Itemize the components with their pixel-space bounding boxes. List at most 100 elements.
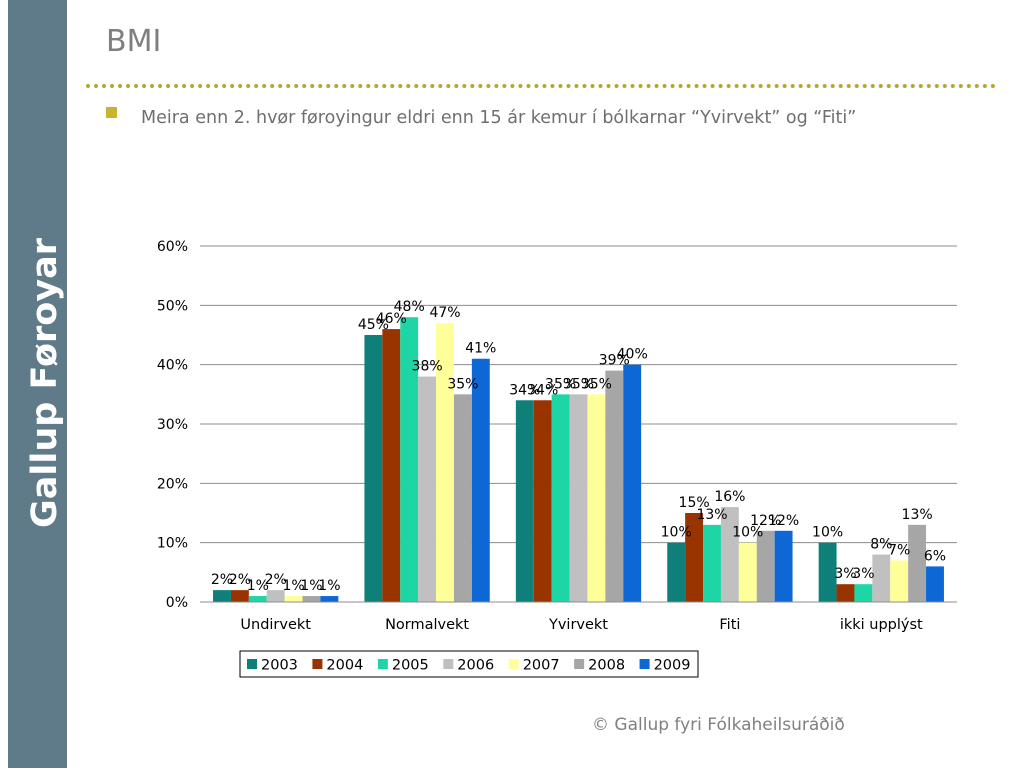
y-tick-label: 50% bbox=[157, 298, 188, 314]
data-label: 35% bbox=[545, 376, 576, 392]
data-label: 35% bbox=[563, 376, 594, 392]
data-label: 13% bbox=[696, 507, 727, 523]
bar-chart: 0%10%20%30%40%50%60%2%2%1%2%1%1%1%45%46%… bbox=[157, 239, 957, 678]
bar bbox=[569, 394, 588, 602]
bar bbox=[872, 554, 891, 602]
y-tick-label: 40% bbox=[157, 358, 188, 374]
data-label: 1% bbox=[247, 578, 269, 594]
x-tick-label: ikki upplýst bbox=[840, 617, 923, 633]
bar bbox=[418, 376, 437, 602]
data-label: 10% bbox=[732, 525, 763, 541]
data-label: 35% bbox=[447, 376, 478, 392]
data-label: 7% bbox=[888, 542, 910, 558]
bar bbox=[774, 530, 793, 602]
bar bbox=[926, 566, 944, 602]
data-label: 15% bbox=[679, 495, 710, 511]
data-label: 2% bbox=[265, 572, 287, 588]
bar bbox=[908, 524, 927, 602]
data-label: 3% bbox=[834, 566, 856, 582]
bar bbox=[284, 596, 303, 602]
bar bbox=[248, 596, 267, 602]
data-label: 1% bbox=[318, 578, 340, 594]
legend-swatch bbox=[574, 659, 585, 669]
bar bbox=[623, 364, 642, 602]
x-tick-label: Fiti bbox=[719, 617, 740, 633]
x-tick-label: Undirvekt bbox=[240, 617, 311, 633]
data-label: 45% bbox=[358, 317, 389, 333]
data-label: 1% bbox=[282, 578, 304, 594]
bar bbox=[720, 507, 739, 602]
legend-label: 2005 bbox=[392, 658, 429, 674]
bar bbox=[551, 394, 570, 602]
data-label: 1% bbox=[300, 578, 322, 594]
data-label: 12% bbox=[750, 513, 781, 529]
bar bbox=[400, 317, 419, 602]
x-tick-label: Yvirvekt bbox=[548, 617, 608, 633]
data-label: 16% bbox=[714, 489, 745, 505]
data-label: 10% bbox=[661, 525, 692, 541]
legend-swatch bbox=[247, 659, 257, 669]
data-label: 47% bbox=[429, 305, 460, 321]
bar bbox=[605, 370, 624, 602]
bar bbox=[471, 358, 490, 602]
bar bbox=[302, 596, 321, 602]
footer-credit: © Gallup fyri Fólkaheilsuráðið bbox=[592, 715, 845, 735]
bar bbox=[890, 560, 909, 602]
sidebar: Gallup Føroyar bbox=[8, 0, 67, 768]
slide-title: BMI bbox=[106, 24, 162, 59]
x-tick-label: Normalvekt bbox=[385, 617, 469, 633]
data-label: 8% bbox=[870, 537, 892, 553]
y-tick-label: 10% bbox=[157, 536, 188, 552]
legend-label: 2009 bbox=[654, 658, 691, 674]
bar bbox=[382, 329, 401, 602]
bullet-square-icon bbox=[106, 107, 117, 118]
data-label: 46% bbox=[376, 311, 407, 327]
bar bbox=[703, 524, 721, 602]
data-label: 40% bbox=[617, 347, 648, 363]
bar bbox=[854, 584, 873, 602]
bar bbox=[230, 590, 249, 602]
bar bbox=[738, 542, 757, 602]
data-label: 35% bbox=[581, 376, 612, 392]
data-label: 3% bbox=[852, 566, 874, 582]
legend-label: 2004 bbox=[326, 658, 363, 674]
legend-label: 2006 bbox=[457, 658, 494, 674]
legend-label: 2008 bbox=[588, 658, 625, 674]
data-label: 38% bbox=[412, 359, 443, 375]
y-tick-label: 60% bbox=[157, 239, 188, 255]
bar bbox=[364, 335, 383, 602]
data-label: 6% bbox=[924, 548, 946, 564]
legend-swatch bbox=[312, 659, 323, 669]
bar bbox=[756, 530, 775, 602]
data-label: 34% bbox=[509, 382, 540, 398]
data-label: 12% bbox=[768, 513, 799, 529]
bar bbox=[213, 590, 231, 602]
bar bbox=[818, 542, 837, 602]
data-label: 34% bbox=[527, 382, 558, 398]
bar bbox=[667, 542, 686, 602]
legend-label: 2003 bbox=[261, 658, 298, 674]
bar bbox=[320, 596, 339, 602]
dotted-divider bbox=[86, 84, 996, 88]
y-tick-label: 30% bbox=[157, 417, 188, 433]
bar bbox=[453, 394, 472, 602]
data-label: 48% bbox=[394, 299, 425, 315]
bullet-text: Meira enn 2. hvør føroyingur eldri enn 1… bbox=[141, 108, 857, 128]
bar bbox=[836, 584, 855, 602]
legend-swatch bbox=[443, 659, 454, 669]
data-label: 2% bbox=[211, 572, 233, 588]
legend-swatch bbox=[639, 659, 650, 669]
bar bbox=[266, 590, 285, 602]
y-tick-label: 20% bbox=[157, 476, 188, 492]
bar bbox=[587, 394, 606, 602]
bar bbox=[436, 323, 454, 602]
legend-swatch bbox=[508, 659, 519, 669]
data-label: 2% bbox=[229, 572, 251, 588]
bar bbox=[515, 400, 534, 602]
data-label: 10% bbox=[812, 525, 843, 541]
bar bbox=[685, 513, 704, 602]
data-label: 41% bbox=[465, 341, 496, 357]
legend-label: 2007 bbox=[523, 658, 560, 674]
legend-swatch bbox=[377, 659, 388, 669]
data-label: 13% bbox=[902, 507, 933, 523]
